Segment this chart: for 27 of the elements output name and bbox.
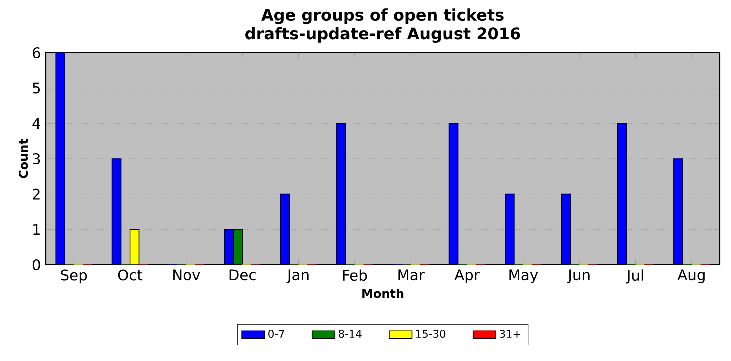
y-tick-label: 6 (32, 47, 40, 59)
x-tick-label: May (510, 270, 538, 284)
x-tick-label: Apr (454, 270, 480, 284)
x-tick-label: Jun (567, 270, 590, 284)
x-tick-label: Sep (61, 270, 88, 284)
x-tick-label: Feb (343, 270, 368, 282)
y-tick-label: 4 (32, 118, 40, 130)
y-tick-label: 2 (33, 188, 40, 200)
x-tick-label: Mar (398, 270, 425, 281)
x-tick-label: Dec (230, 270, 256, 281)
legend-label: 0-7 (268, 330, 284, 338)
legend-label: 15-30 (416, 330, 446, 338)
legend-label: 8-14 (338, 330, 362, 338)
x-axis-title: Month (362, 288, 404, 298)
x-tick-label: Nov (174, 270, 200, 281)
y-tick-label: 5 (33, 82, 40, 94)
x-tick-label: Aug (678, 270, 705, 284)
x-tick-label: Oct (118, 270, 143, 281)
chart-subtitle: drafts-update-ref August 2016 (246, 27, 520, 43)
y-axis-title: Count (19, 139, 28, 178)
y-tick-label: 0 (32, 259, 40, 271)
x-tick-label: Jan (286, 270, 309, 284)
y-tick-label: 3 (33, 153, 40, 165)
y-tick-label: 1 (34, 224, 40, 236)
chart-title: Age groups of open tickets (262, 8, 504, 24)
x-tick-label: Jul (626, 270, 644, 284)
legend-label: 31+ (500, 330, 521, 338)
